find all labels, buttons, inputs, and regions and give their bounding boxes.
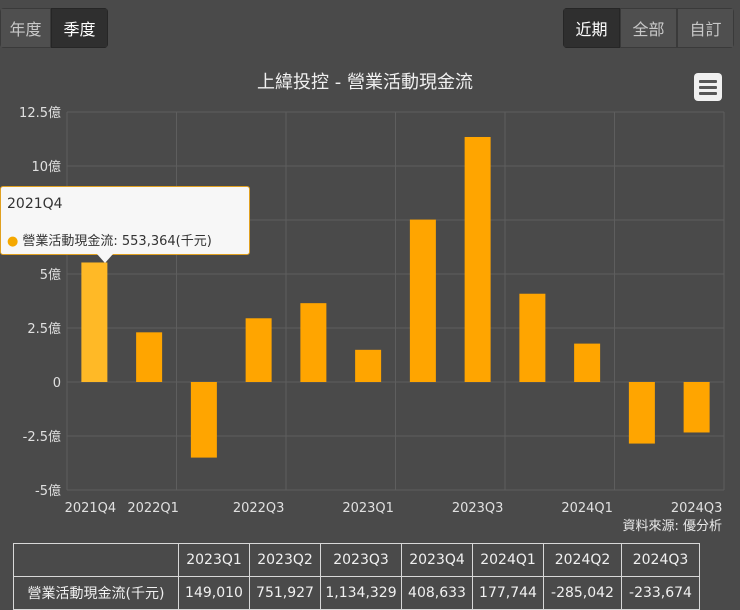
table-row-label: 營業活動現金流(千元) (13, 576, 179, 610)
quarterly-toggle-button[interactable]: 季度 (51, 8, 108, 48)
bar-2022Q4 (300, 303, 327, 382)
bar-2024Q3 (683, 382, 710, 433)
bar-2024Q2 (628, 382, 655, 444)
series-dot-icon: ● (7, 234, 19, 249)
grid-lines (66, 111, 725, 491)
table-header-cell: 2024Q2 (543, 543, 622, 577)
table-header-cell: 2023Q3 (320, 543, 402, 577)
bar-2024Q1 (574, 343, 601, 382)
table-header-cell (13, 543, 179, 577)
table-cell: -233,674 (621, 576, 700, 610)
x-tick-label: 2021Q4 (65, 501, 117, 516)
table-cell: 1,134,329 (320, 576, 402, 610)
recent-range-button[interactable]: 近期 (563, 8, 620, 48)
y-tick-label: -2.5億 (23, 429, 61, 445)
tooltip-value-line: ● 營業活動現金流: 553,364(千元) (7, 234, 212, 249)
table-cell: 751,927 (249, 576, 321, 610)
y-tick-label: 0 (53, 376, 61, 391)
y-tick-label: 2.5億 (27, 321, 61, 337)
data-source-note: 資料來源: 優分析 (622, 519, 722, 534)
bar-tooltip: 2021Q4 ● 營業活動現金流: 553,364(千元) (0, 186, 250, 255)
x-axis-labels: 2021Q4 2022Q1 2022Q3 2023Q1 2023Q3 2024Q1 2024… (65, 501, 723, 516)
chart-title: 上緯投控 - 營業活動現金流 (257, 72, 473, 93)
y-tick-label: 10億 (31, 159, 61, 175)
table-header-cell: 2024Q1 (472, 543, 544, 577)
table-header-cell: 2023Q4 (401, 543, 473, 577)
x-tick-label: 2022Q3 (233, 501, 285, 516)
table-header-row: 2023Q1 2023Q2 2023Q3 2023Q4 2024Q1 2024Q… (13, 543, 700, 577)
x-tick-label: 2024Q3 (671, 501, 723, 516)
data-table: 2023Q1 2023Q2 2023Q3 2023Q4 2024Q1 2024Q… (13, 543, 700, 610)
tooltip-title: 2021Q4 (7, 196, 63, 212)
table-header-cell: 2023Q2 (249, 543, 321, 577)
annual-toggle-button[interactable]: 年度 (0, 8, 51, 48)
table-header-cell: 2023Q1 (178, 543, 250, 577)
x-tick-label: 2024Q1 (561, 501, 613, 516)
all-range-button[interactable]: 全部 (620, 8, 677, 48)
table-row: 營業活動現金流(千元) 149,010 751,927 1,134,329 40… (13, 576, 700, 610)
tooltip-value: 553,364(千元) (121, 234, 212, 249)
hamburger-menu-icon[interactable] (694, 73, 722, 101)
table-cell: 408,633 (401, 576, 473, 610)
y-tick-label: -5億 (35, 483, 61, 499)
bar-2022Q1 (136, 332, 163, 382)
period-toggle-group: 年度 季度 (0, 8, 108, 48)
bar-2023Q4 (519, 293, 546, 382)
range-toggle-group: 近期 全部 自訂 (563, 8, 734, 48)
table-header-cell: 2024Q3 (621, 543, 700, 577)
bars-group (81, 136, 710, 458)
custom-range-button[interactable]: 自訂 (677, 8, 734, 48)
x-tick-label: 2023Q3 (452, 501, 504, 516)
table-cell: -285,042 (543, 576, 622, 610)
y-tick-label: 5億 (40, 267, 61, 283)
table-cell: 149,010 (178, 576, 250, 610)
x-tick-label: 2023Q1 (342, 501, 394, 516)
table-cell: 177,744 (472, 576, 544, 610)
bar-2023Q2 (409, 219, 436, 382)
y-tick-label: 12.5億 (19, 105, 61, 121)
bar-2022Q3 (245, 318, 272, 382)
tooltip-series-label: 營業活動現金流 (22, 234, 114, 249)
bar-2023Q1 (355, 349, 382, 382)
bar-2023Q3 (464, 136, 491, 382)
x-tick-label: 2022Q1 (127, 501, 179, 516)
bar-2021Q4 (81, 262, 108, 382)
cash-flow-chart: 上緯投控 - 營業活動現金流 -5億-2.5億02.5億5億7.5億10億12.… (19, 72, 725, 516)
bar-2022Q2 (190, 382, 217, 458)
tooltip-pointer (97, 254, 113, 263)
